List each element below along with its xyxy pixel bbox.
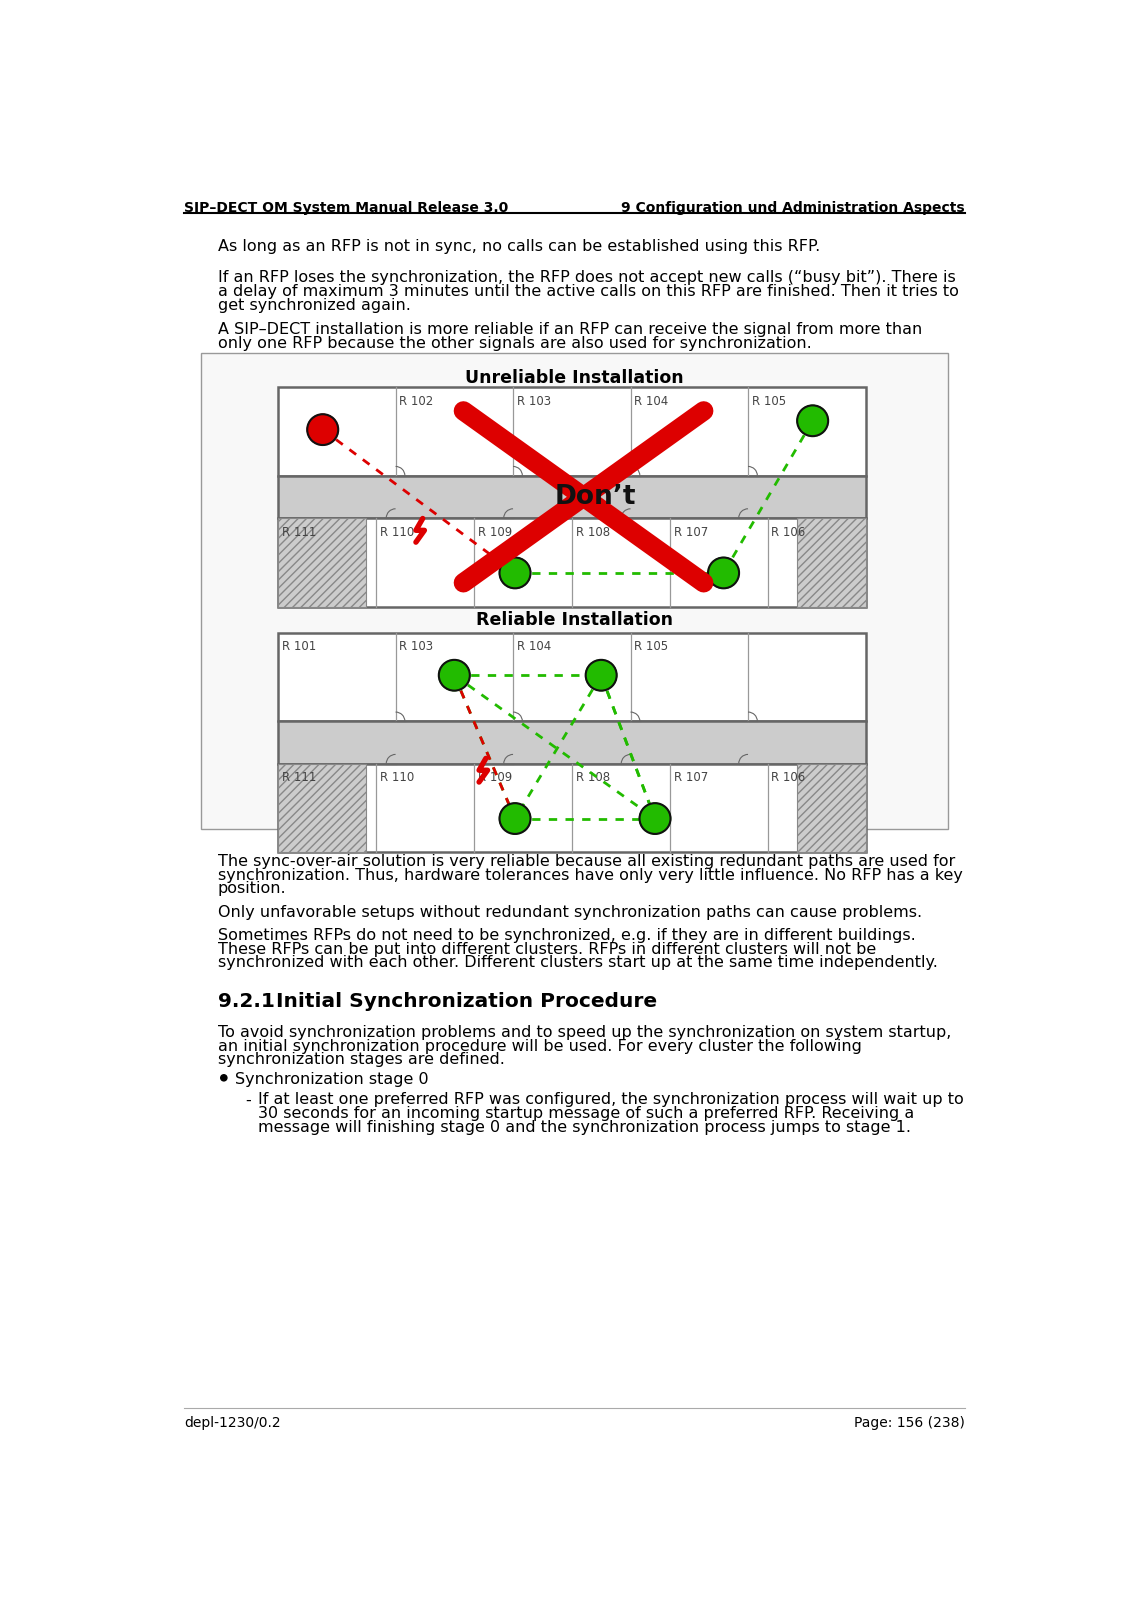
Circle shape [500, 558, 530, 589]
Text: R 103: R 103 [517, 394, 552, 407]
Circle shape [438, 660, 470, 690]
Text: Sometimes RFPs do not need to be synchronized, e.g. if they are in different bui: Sometimes RFPs do not need to be synchro… [217, 928, 916, 943]
Text: Initial Synchronization Procedure: Initial Synchronization Procedure [276, 993, 657, 1012]
Text: R 106: R 106 [771, 771, 806, 784]
Text: R 104: R 104 [517, 640, 552, 653]
Text: R 110: R 110 [380, 526, 414, 539]
Circle shape [708, 558, 739, 589]
Text: depl-1230/0.2: depl-1230/0.2 [184, 1416, 281, 1430]
Text: SIP–DECT OM System Manual Release 3.0: SIP–DECT OM System Manual Release 3.0 [184, 201, 509, 214]
Text: R 105: R 105 [634, 640, 668, 653]
Text: an initial synchronization procedure will be used. For every cluster the followi: an initial synchronization procedure wil… [217, 1038, 862, 1054]
Text: Only unfavorable setups without redundant synchronization paths can cause proble: Only unfavorable setups without redundan… [217, 904, 921, 920]
Text: To avoid synchronization problems and to speed up the synchronization on system : To avoid synchronization problems and to… [217, 1025, 951, 1039]
Text: If an RFP loses the synchronization, the RFP does not accept new calls (“busy bi: If an RFP loses the synchronization, the… [217, 270, 955, 285]
Text: only one RFP because the other signals are also used for synchronization.: only one RFP because the other signals a… [217, 336, 812, 351]
Text: Page: 156 (238): Page: 156 (238) [854, 1416, 965, 1430]
Text: R 111: R 111 [282, 771, 316, 784]
Text: a delay of maximum 3 minutes until the active calls on this RFP are finished. Th: a delay of maximum 3 minutes until the a… [217, 283, 958, 299]
Bar [278, 518, 367, 607]
Bar [797, 764, 865, 853]
Circle shape [639, 803, 670, 833]
Text: If at least one preferred RFP was configured, the synchronization process will w: If at least one preferred RFP was config… [258, 1093, 964, 1107]
Text: As long as an RFP is not in sync, no calls can be established using this RFP.: As long as an RFP is not in sync, no cal… [217, 240, 819, 254]
Text: These RFPs can be put into different clusters. RFPs in different clusters will n: These RFPs can be put into different clu… [217, 941, 876, 956]
Text: R 108: R 108 [576, 771, 610, 784]
Text: Don’t: Don’t [555, 484, 636, 510]
Text: 9 Configuration und Administration Aspects: 9 Configuration und Administration Aspec… [621, 201, 965, 214]
Text: synchronization stages are defined.: synchronization stages are defined. [217, 1052, 504, 1067]
Circle shape [500, 803, 530, 833]
Text: position.: position. [217, 882, 286, 896]
Text: R 107: R 107 [674, 771, 707, 784]
Text: R 111: R 111 [282, 526, 316, 539]
Bar [278, 518, 865, 607]
Text: R 106: R 106 [771, 526, 806, 539]
Circle shape [221, 1075, 226, 1081]
Text: synchronization. Thus, hardware tolerances have only very little influence. No R: synchronization. Thus, hardware toleranc… [217, 867, 963, 883]
Text: R 110: R 110 [380, 771, 414, 784]
Text: R 105: R 105 [752, 394, 786, 407]
Circle shape [585, 660, 617, 690]
Bar [278, 632, 865, 721]
Text: R 102: R 102 [399, 394, 434, 407]
Text: get synchronized again.: get synchronized again. [217, 298, 410, 312]
Text: R 109: R 109 [478, 771, 512, 784]
Bar [278, 721, 865, 764]
Circle shape [797, 405, 828, 436]
Text: R 103: R 103 [399, 640, 434, 653]
Text: R 104: R 104 [634, 394, 668, 407]
Text: Reliable Installation: Reliable Installation [475, 611, 673, 629]
Bar [278, 764, 865, 853]
Text: Synchronization stage 0: Synchronization stage 0 [234, 1073, 428, 1088]
Text: R 107: R 107 [674, 526, 707, 539]
Text: A SIP–DECT installation is more reliable if an RFP can receive the signal from m: A SIP–DECT installation is more reliable… [217, 322, 921, 338]
Text: R 101: R 101 [282, 640, 316, 653]
Text: The sync-over-air solution is very reliable because all existing redundant paths: The sync-over-air solution is very relia… [217, 854, 955, 869]
Text: Unreliable Installation: Unreliable Installation [465, 368, 684, 386]
Text: synchronized with each other. Different clusters start up at the same time indep: synchronized with each other. Different … [217, 956, 937, 970]
Bar [278, 388, 865, 476]
Circle shape [307, 414, 339, 446]
Bar [278, 764, 367, 853]
Text: 30 seconds for an incoming startup message of such a preferred RFP. Receiving a: 30 seconds for an incoming startup messa… [258, 1107, 914, 1121]
Text: R 109: R 109 [478, 526, 512, 539]
Text: R 108: R 108 [576, 526, 610, 539]
Bar [278, 476, 865, 518]
Bar [201, 354, 948, 829]
Text: 9.2.1: 9.2.1 [217, 993, 275, 1012]
Text: -: - [244, 1093, 250, 1107]
Bar [797, 518, 865, 607]
Text: message will finishing stage 0 and the synchronization process jumps to stage 1.: message will finishing stage 0 and the s… [258, 1120, 911, 1136]
